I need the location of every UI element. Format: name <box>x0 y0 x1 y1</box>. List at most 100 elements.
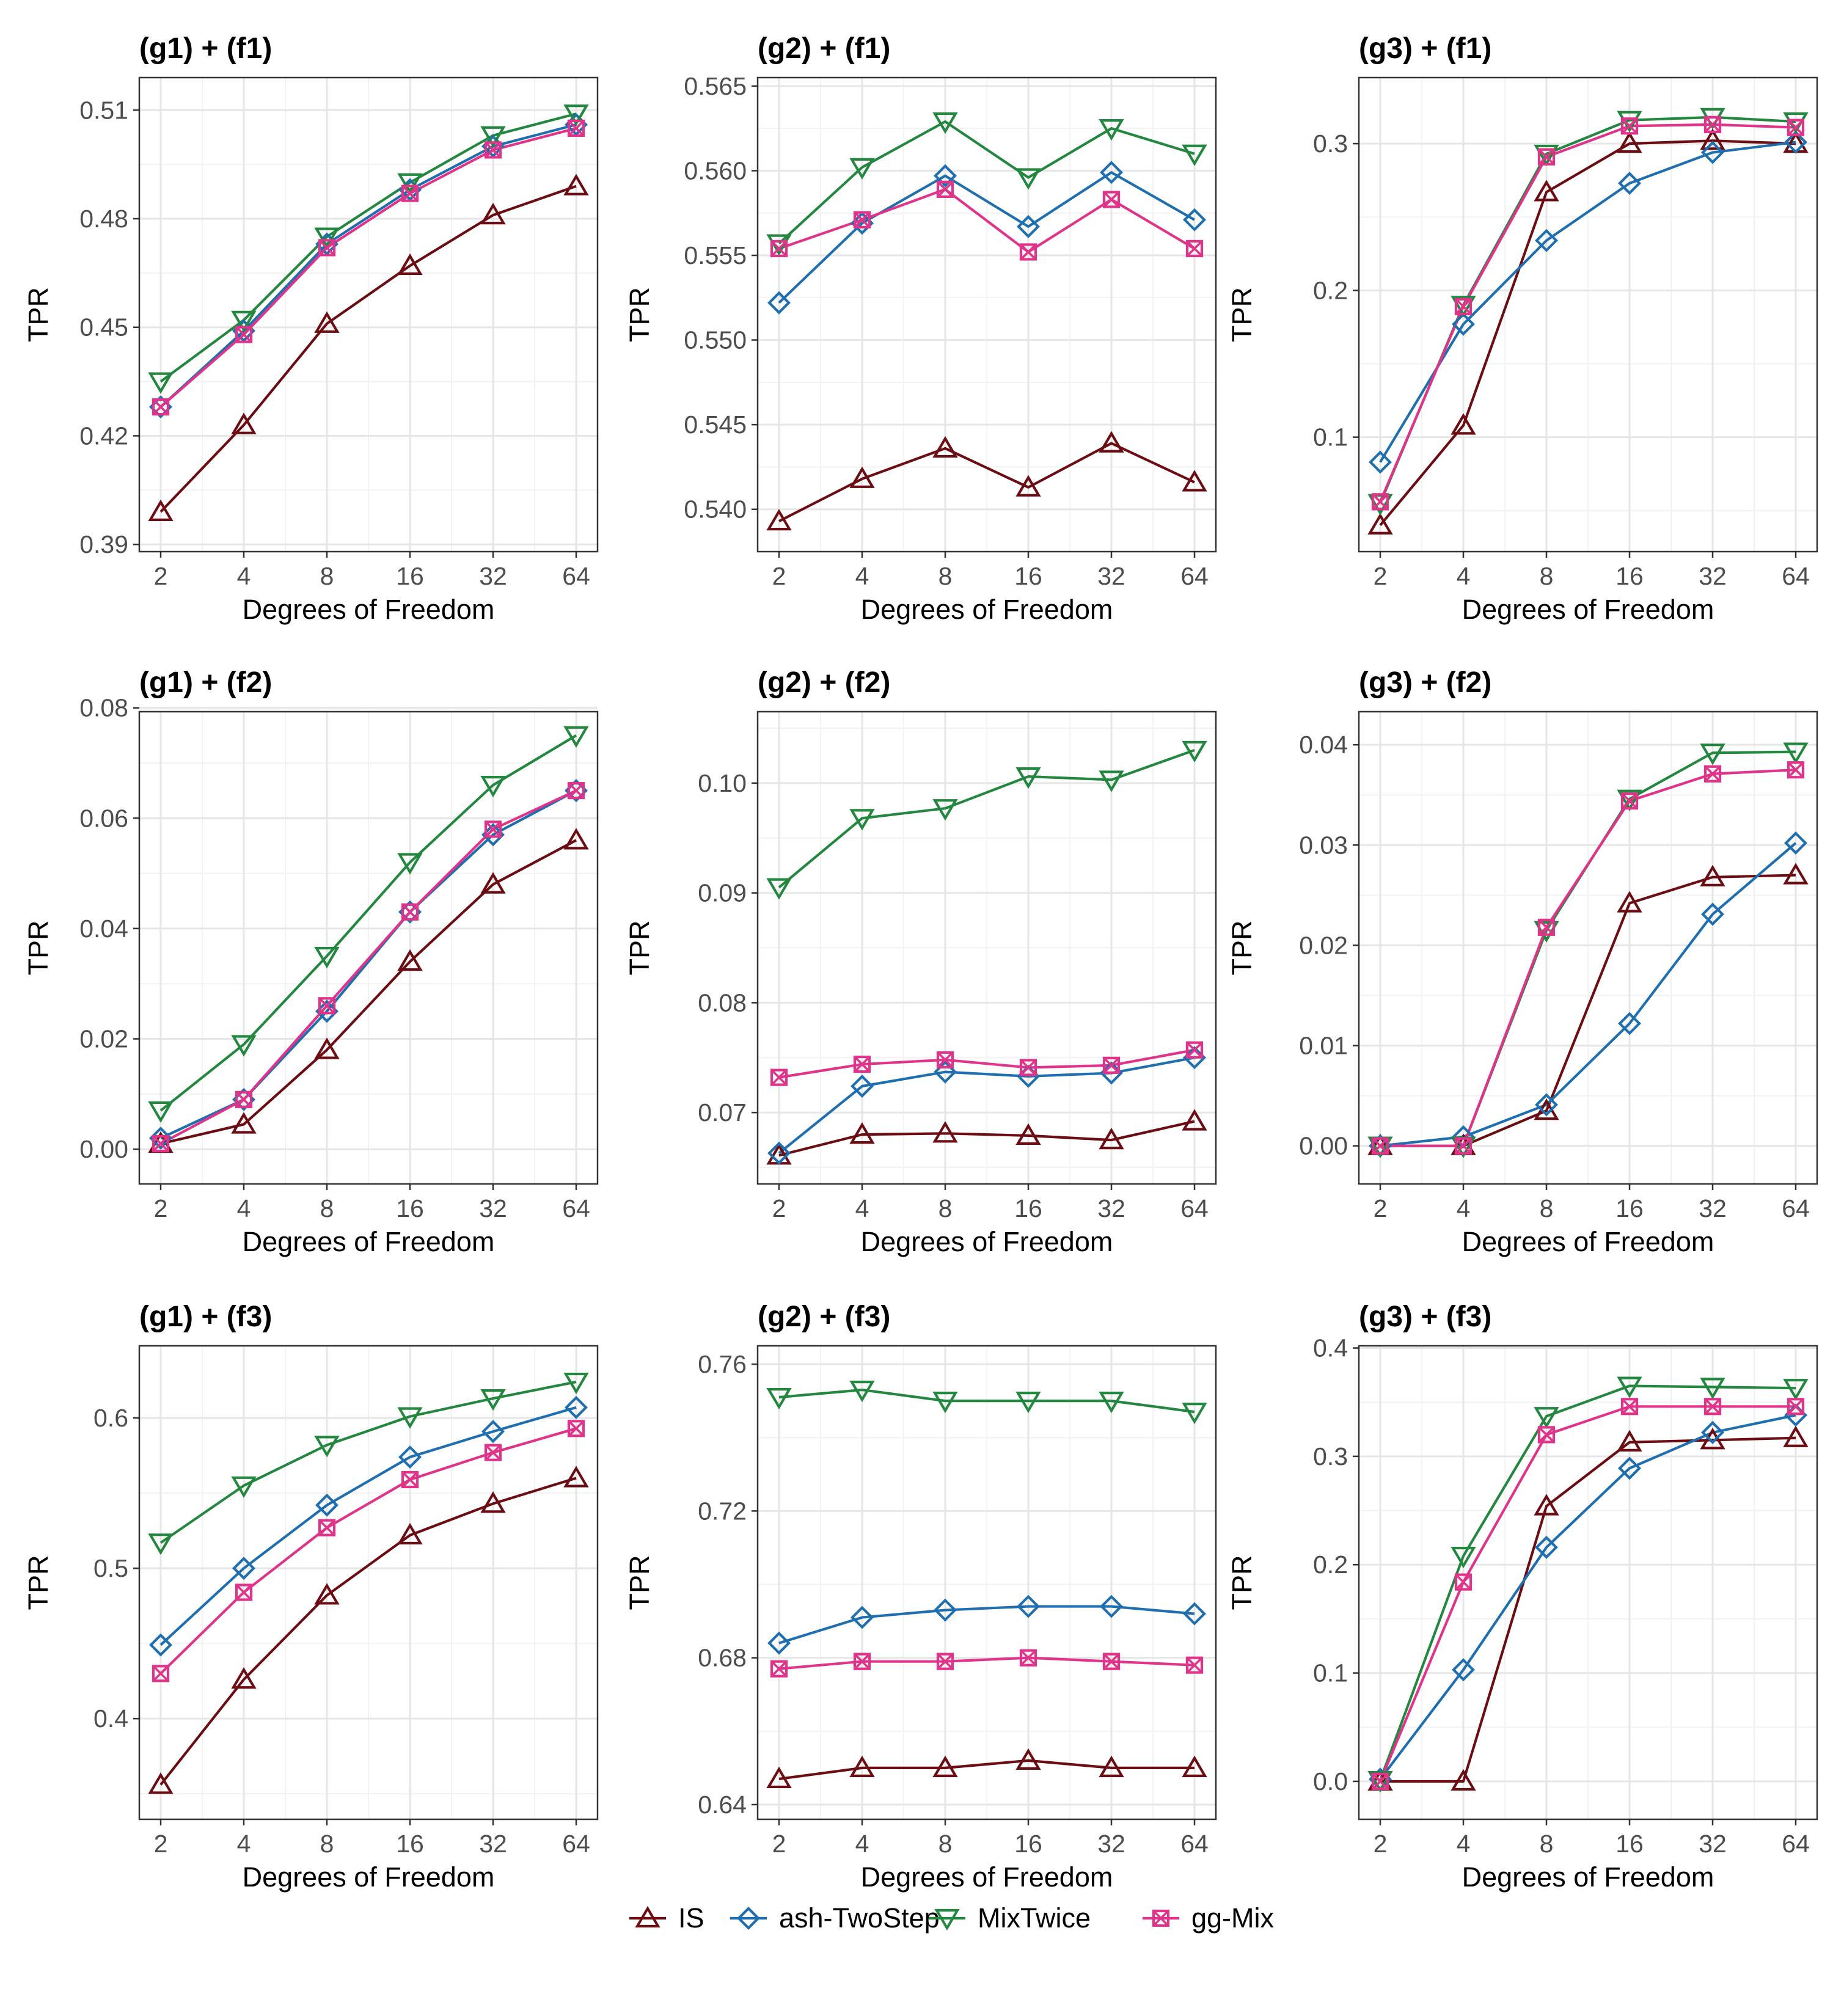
series-line-gg-Mix <box>778 1656 1195 1670</box>
series-line-ash-TwoStep <box>159 1406 577 1646</box>
panel-2: (g2) + (f1) 0.540 0.545 0.550 0.555 0.560 0.56… <box>624 32 1217 625</box>
x-tick-label: 2 <box>154 1830 168 1858</box>
plot-frame <box>1358 710 1818 1185</box>
data-point-ash-TwoStep <box>1100 161 1123 184</box>
y-axis-label: TPR <box>23 1555 54 1610</box>
data-point-MixTwice <box>1617 1376 1642 1398</box>
series-line-IS <box>160 839 577 1145</box>
y-tick-label: 0.42 <box>79 422 128 450</box>
series-line-gg-Mix <box>1380 769 1796 1147</box>
legend-item-gg-Mix: gg-Mix <box>1143 1902 1275 1934</box>
y-tick-label: 0.01 <box>1299 1032 1348 1060</box>
data-point-MixTwice <box>1099 770 1124 792</box>
data-point-MixTwice <box>1015 767 1041 789</box>
data-point-MixTwice <box>480 126 506 148</box>
data-point-gg-Mix <box>936 180 954 199</box>
data-point-gg-Mix <box>1537 918 1556 936</box>
data-point-MixTwice <box>1182 740 1207 763</box>
data-point-ash-TwoStep <box>232 1557 255 1580</box>
x-tick-label: 4 <box>855 1830 869 1858</box>
y-tick-label: 0.6 <box>93 1404 128 1432</box>
data-point-MixTwice <box>766 1388 792 1410</box>
x-axis-label: Degrees of Freedom <box>1462 594 1714 625</box>
x-tick-label: 16 <box>1615 562 1644 590</box>
data-point-ash-TwoStep <box>1784 130 1807 154</box>
data-point-gg-Mix <box>1019 1649 1037 1667</box>
series-line-IS <box>778 1120 1195 1157</box>
data-point-gg-Mix <box>152 1134 170 1153</box>
y-axis-label: TPR <box>1226 287 1257 342</box>
series-line-gg-Mix <box>778 188 1196 254</box>
x-tick-label: 64 <box>1180 562 1209 590</box>
x-tick-label: 32 <box>1699 562 1727 590</box>
panel-9: (g3) + (f3) 0.0 0.1 0.2 0.3 0.4 2 4 8 16 32 64 Degre… <box>1226 1301 1818 1893</box>
data-point-MixTwice <box>1182 1403 1207 1425</box>
data-point-ash-TwoStep <box>481 1420 505 1444</box>
data-point-MixTwice <box>1099 1392 1124 1414</box>
data-point-IS <box>397 949 423 971</box>
legend-label: gg-Mix <box>1191 1902 1275 1934</box>
x-tick-label: 8 <box>1540 562 1554 590</box>
data-point-gg-Mix <box>567 119 585 137</box>
x-tick-label: 2 <box>154 1194 168 1222</box>
data-point-gg-Mix <box>853 1055 871 1073</box>
x-tick-label: 32 <box>479 1830 507 1858</box>
panel-3: (g3) + (f1) 0.1 0.2 0.3 2 4 8 16 32 64 Degrees of … <box>1226 32 1818 625</box>
x-tick-label: 8 <box>320 1830 334 1858</box>
x-tick-label: 8 <box>320 1194 334 1222</box>
gridlines <box>1359 1346 1817 1819</box>
data-point-gg-Mix <box>1703 1398 1722 1415</box>
data-point-ash-TwoStep <box>1535 1093 1558 1117</box>
data-point-ash-TwoStep <box>1183 1602 1206 1626</box>
data-point-ash-TwoStep <box>934 1598 957 1622</box>
x-tick-label: 4 <box>237 1194 251 1222</box>
series-line-gg-Mix <box>159 1427 577 1675</box>
data-point-gg-Mix <box>235 1090 253 1108</box>
data-point-MixTwice <box>397 1407 423 1429</box>
legend-item-IS: IS <box>629 1902 704 1934</box>
data-point-IS <box>766 1766 792 1789</box>
x-tick-label: 8 <box>938 562 953 590</box>
plot-frame <box>138 710 599 1185</box>
y-tick-label: 0.0 <box>1313 1767 1348 1795</box>
plot-frame <box>138 1345 599 1821</box>
y-tick-label: 0.1 <box>1313 1659 1348 1687</box>
series-line-gg-Mix <box>778 1048 1195 1079</box>
x-tick-label: 16 <box>1615 1830 1644 1858</box>
x-tick-label: 64 <box>562 1830 590 1858</box>
data-point-MixTwice <box>849 158 875 180</box>
gridlines <box>758 1346 1216 1819</box>
data-point-ash-TwoStep <box>1369 450 1392 474</box>
data-point-gg-Mix <box>853 1653 871 1670</box>
x-tick-label: 64 <box>1180 1194 1209 1222</box>
x-axis-label: Degrees of Freedom <box>1462 1861 1714 1893</box>
data-point-gg-Mix <box>401 184 419 202</box>
x-tick-label: 2 <box>772 562 786 590</box>
plot-frame <box>1358 1345 1818 1821</box>
data-point-MixTwice <box>314 1436 340 1458</box>
x-tick-label: 32 <box>1097 1830 1125 1858</box>
data-point-IS <box>932 1121 958 1143</box>
y-tick-label: 0.555 <box>684 241 747 269</box>
panel-title: (g2) + (f3) <box>758 1301 890 1333</box>
data-point-IS <box>1534 180 1559 202</box>
y-tick-label: 0.545 <box>684 411 747 439</box>
data-point-ash-TwoStep <box>1535 228 1558 252</box>
data-point-IS <box>1015 1123 1041 1145</box>
data-point-gg-Mix <box>1185 1041 1204 1059</box>
data-point-gg-Mix <box>1019 243 1037 261</box>
panel-8: (g2) + (f3) 0.64 0.68 0.72 0.76 2 4 8 16 32 64 Degr… <box>624 1301 1217 1893</box>
data-point-gg-Mix <box>1019 1059 1037 1076</box>
data-point-gg-Mix <box>1454 1573 1473 1591</box>
data-point-ash-TwoStep <box>1017 1594 1040 1618</box>
data-point-IS <box>314 1037 340 1059</box>
x-axis-label: Degrees of Freedom <box>243 594 495 625</box>
data-point-ash-TwoStep <box>398 1445 422 1469</box>
series-line-MixTwice <box>159 1380 577 1544</box>
y-tick-label: 0.00 <box>79 1135 128 1163</box>
data-point-ash-TwoStep <box>315 1493 338 1517</box>
series-line-IS <box>1380 1436 1796 1783</box>
y-tick-label: 0.02 <box>79 1025 128 1053</box>
data-point-MixTwice <box>314 227 340 249</box>
legend-key-marker <box>635 1905 660 1928</box>
